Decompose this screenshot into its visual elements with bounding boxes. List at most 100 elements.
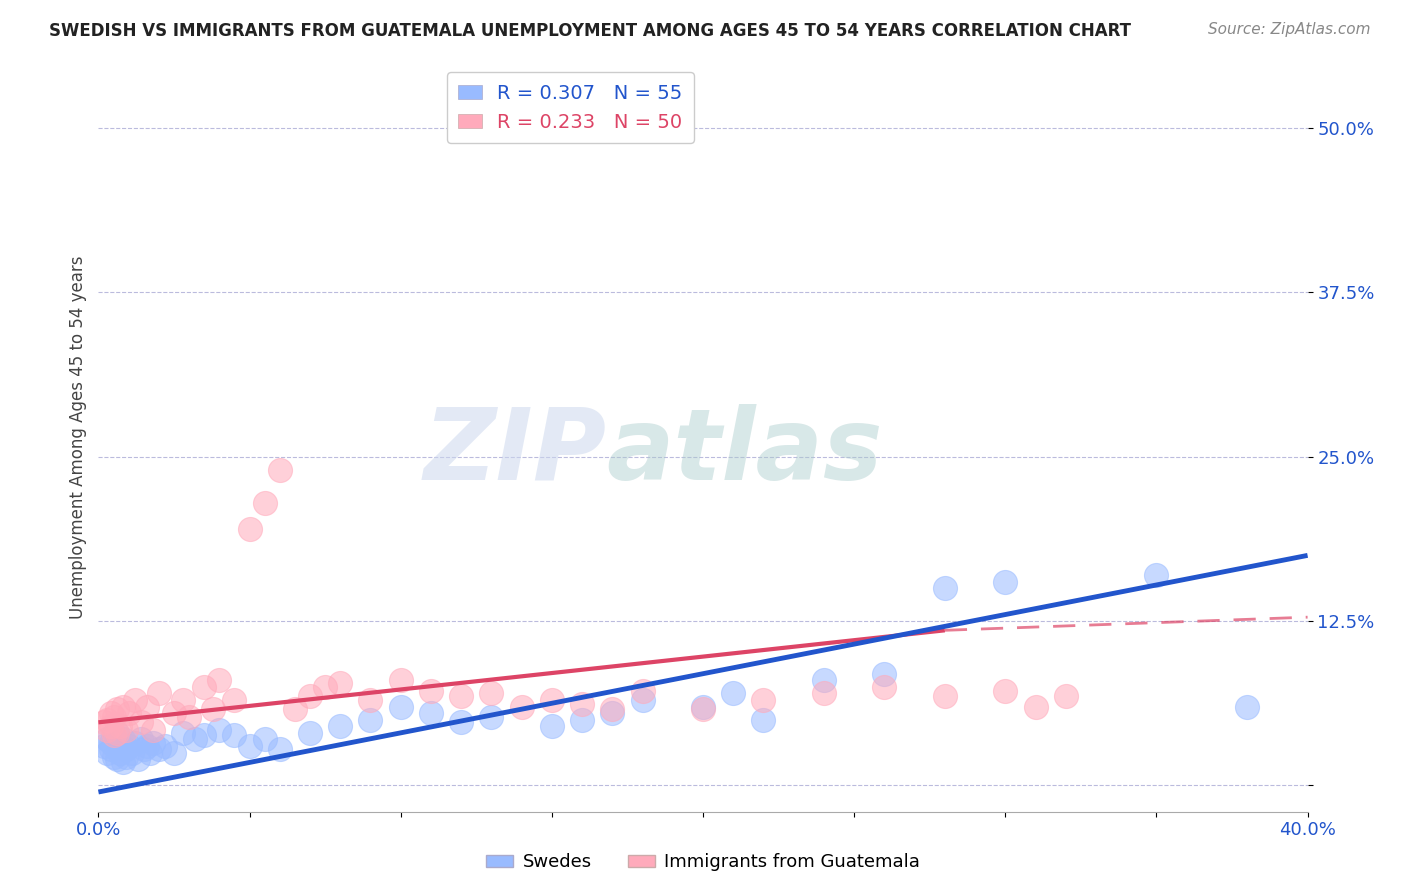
Point	[172, 726, 194, 740]
Point	[172, 693, 194, 707]
Point	[631, 693, 654, 707]
Point	[994, 574, 1017, 589]
Point	[723, 686, 745, 700]
Point	[873, 666, 896, 681]
Point	[93, 739, 115, 753]
Point	[114, 723, 136, 738]
Point	[96, 746, 118, 760]
Point	[571, 697, 593, 711]
Point	[103, 729, 125, 743]
Point	[129, 715, 152, 730]
Legend: R = 0.307   N = 55, R = 0.233   N = 50: R = 0.307 N = 55, R = 0.233 N = 50	[447, 72, 695, 144]
Point	[994, 683, 1017, 698]
Point	[329, 676, 352, 690]
Point	[253, 732, 276, 747]
Point	[239, 522, 262, 536]
Point	[420, 683, 443, 698]
Point	[450, 689, 472, 703]
Point	[752, 693, 775, 707]
Point	[269, 463, 291, 477]
Point	[129, 732, 152, 747]
Point	[934, 581, 956, 595]
Point	[111, 755, 134, 769]
Y-axis label: Unemployment Among Ages 45 to 54 years: Unemployment Among Ages 45 to 54 years	[69, 255, 87, 619]
Point	[813, 673, 835, 688]
Point	[108, 739, 131, 753]
Point	[148, 741, 170, 756]
Point	[299, 689, 322, 703]
Point	[540, 719, 562, 733]
Point	[105, 702, 128, 716]
Point	[111, 699, 134, 714]
Point	[360, 713, 382, 727]
Point	[114, 749, 136, 764]
Point	[118, 706, 141, 720]
Point	[105, 752, 128, 766]
Point	[108, 746, 131, 760]
Point	[96, 732, 118, 747]
Point	[481, 686, 503, 700]
Point	[510, 699, 533, 714]
Point	[124, 736, 146, 750]
Point	[96, 713, 118, 727]
Point	[139, 746, 162, 760]
Point	[813, 686, 835, 700]
Point	[873, 680, 896, 694]
Point	[153, 739, 176, 753]
Point	[602, 702, 624, 716]
Text: SWEDISH VS IMMIGRANTS FROM GUATEMALA UNEMPLOYMENT AMONG AGES 45 TO 54 YEARS CORR: SWEDISH VS IMMIGRANTS FROM GUATEMALA UNE…	[49, 22, 1132, 40]
Point	[299, 726, 322, 740]
Point	[208, 723, 231, 738]
Point	[540, 693, 562, 707]
Point	[692, 699, 714, 714]
Point	[224, 693, 246, 707]
Point	[114, 741, 136, 756]
Point	[96, 723, 118, 738]
Point	[202, 702, 225, 716]
Text: Source: ZipAtlas.com: Source: ZipAtlas.com	[1208, 22, 1371, 37]
Point	[103, 710, 125, 724]
Point	[1236, 699, 1258, 714]
Point	[108, 719, 131, 733]
Point	[481, 710, 503, 724]
Point	[1054, 689, 1077, 703]
Point	[103, 729, 125, 743]
Point	[103, 749, 125, 764]
Point	[239, 739, 262, 753]
Point	[184, 732, 207, 747]
Point	[389, 673, 412, 688]
Point	[163, 706, 186, 720]
Text: ZIP: ZIP	[423, 403, 606, 500]
Point	[329, 719, 352, 733]
Point	[253, 496, 276, 510]
Point	[692, 702, 714, 716]
Point	[269, 741, 291, 756]
Point	[360, 693, 382, 707]
Point	[163, 746, 186, 760]
Point	[100, 741, 122, 756]
Point	[179, 710, 201, 724]
Point	[100, 706, 122, 720]
Point	[1144, 568, 1167, 582]
Point	[224, 729, 246, 743]
Point	[121, 746, 143, 760]
Point	[148, 686, 170, 700]
Point	[934, 689, 956, 703]
Point	[193, 729, 215, 743]
Point	[193, 680, 215, 694]
Point	[111, 732, 134, 747]
Point	[142, 723, 165, 738]
Point	[135, 699, 157, 714]
Point	[127, 752, 149, 766]
Point	[752, 713, 775, 727]
Legend: Swedes, Immigrants from Guatemala: Swedes, Immigrants from Guatemala	[479, 847, 927, 879]
Point	[135, 739, 157, 753]
Point	[100, 736, 122, 750]
Point	[124, 693, 146, 707]
Point	[450, 715, 472, 730]
Point	[132, 741, 155, 756]
Point	[420, 706, 443, 720]
Point	[93, 715, 115, 730]
Point	[571, 713, 593, 727]
Point	[118, 739, 141, 753]
